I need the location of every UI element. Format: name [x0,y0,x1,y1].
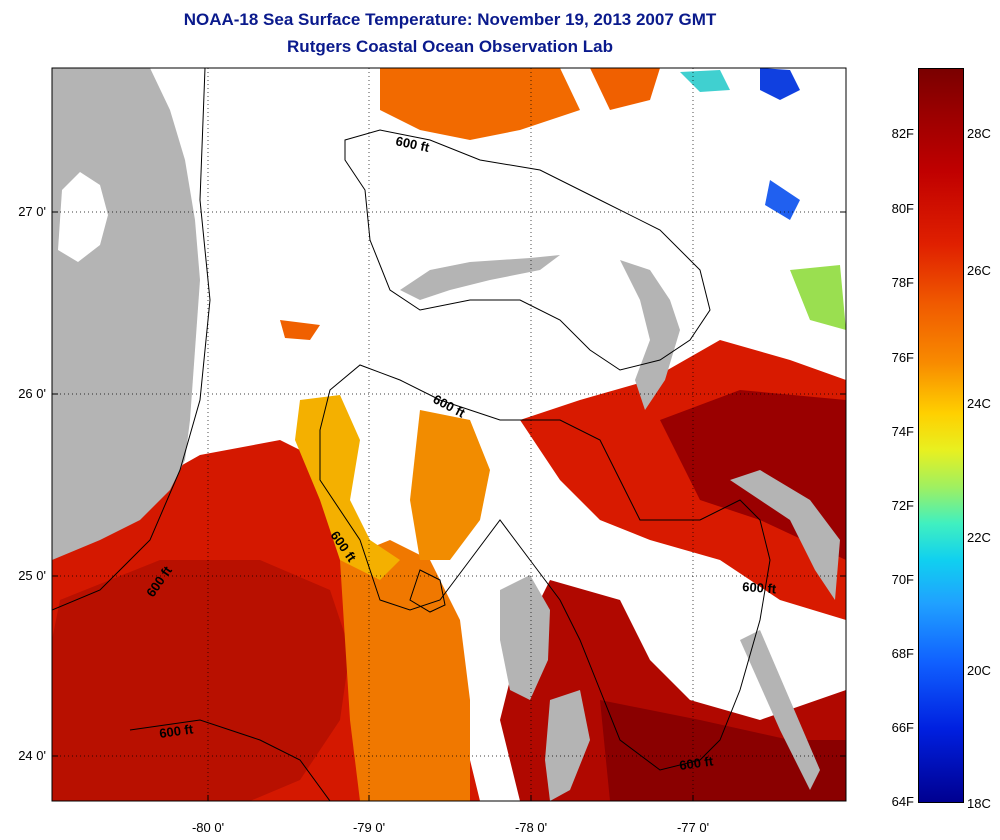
colorbar-c-label: 24C [967,396,991,411]
colorbar-f-label: 82F [891,126,914,141]
contour-florida-shelf [52,68,211,611]
sst-region-cyan-ne [680,70,730,92]
sst-region-south-dark [52,560,350,801]
sst-region-yellow-streak [295,395,400,580]
colorbar-c-label: 26C [967,263,991,278]
lake-okeechobee [58,172,108,262]
contour-tongue [409,569,446,613]
colorbar-f-label: 68F [891,646,914,661]
andros-island [500,575,550,700]
sst-region-blue-ne [760,68,800,100]
lon-label: -80 0' [191,820,225,835]
sst-region-south-orange [340,540,470,801]
lat-label: 27 0' [18,204,46,219]
colorbar-f-label: 72F [891,498,914,513]
graticule [52,68,846,801]
lat-label: 26 0' [18,386,46,401]
colorbar-c-label: 28C [967,126,991,141]
lon-label: -77 0' [676,820,710,835]
sst-region-north-2 [590,68,660,110]
colorbar-c-label: 22C [967,530,991,545]
contour-great-bahama-bank [319,364,771,771]
colorbar-c-label: 18C [967,796,991,811]
depth-contours [52,68,771,801]
contour-south [129,719,331,801]
andros-south [545,690,590,801]
colorbar-f-label: 78F [891,275,914,290]
colorbar-f-label: 74F [891,424,914,439]
sst-region-green-e [790,265,846,330]
lon-label: -78 0' [514,820,548,835]
map-title: NOAA-18 Sea Surface Temperature: Novembe… [183,10,717,29]
contour-label: 600 ft [742,579,778,596]
axis-ticks [52,211,846,801]
lat-label: 24 0' [18,748,46,763]
sst-region-north [380,68,580,140]
contour-label: 600 ft [678,753,714,773]
colorbar-c-label: 20C [967,663,991,678]
colorbar-f-label: 76F [891,350,914,365]
sst-region-small-1 [280,320,320,340]
map-frame [51,67,847,802]
colorbar-f-label: 80F [891,201,914,216]
colorbar-f-label: 64F [891,794,914,809]
abaco-island [620,260,680,410]
sst-region-central-orange [410,410,490,560]
contour-label: 600 ft [158,721,194,741]
sst-region-southeast-dark [600,700,846,801]
colorbar-f-label: 66F [891,720,914,735]
lat-label: 25 0' [18,568,46,583]
map-content: 600 ft 600 ft 600 ft 600 ft 600 ft 600 f… [52,68,846,801]
sst-region-blue-e [765,180,800,220]
temperature-colorbar [918,68,964,803]
eleuthera-island [730,470,840,600]
lon-label: -79 0' [352,820,386,835]
exuma-island [740,630,820,790]
colorbar-f-label: 70F [891,572,914,587]
contour-label: 600 ft [394,133,431,155]
map-subtitle: Rutgers Coastal Ocean Observation Lab [287,37,613,56]
contour-north-bank [344,129,711,371]
grand-bahama [400,255,560,300]
